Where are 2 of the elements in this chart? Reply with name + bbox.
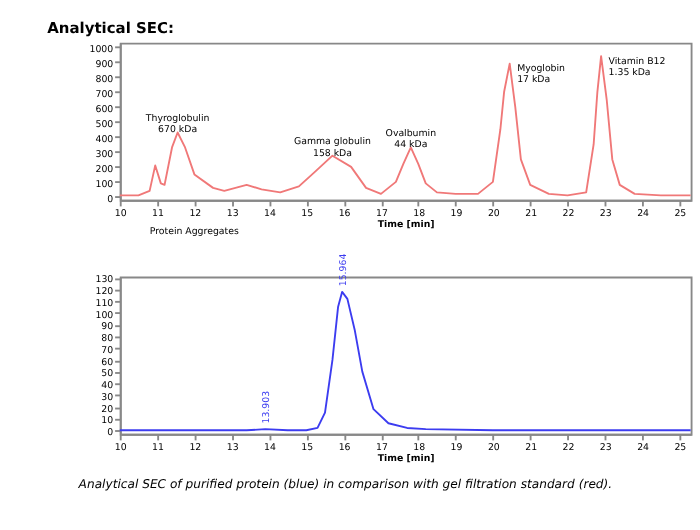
line-series (118, 55, 692, 197)
chart-title: Analytical SEC: (47, 19, 174, 38)
